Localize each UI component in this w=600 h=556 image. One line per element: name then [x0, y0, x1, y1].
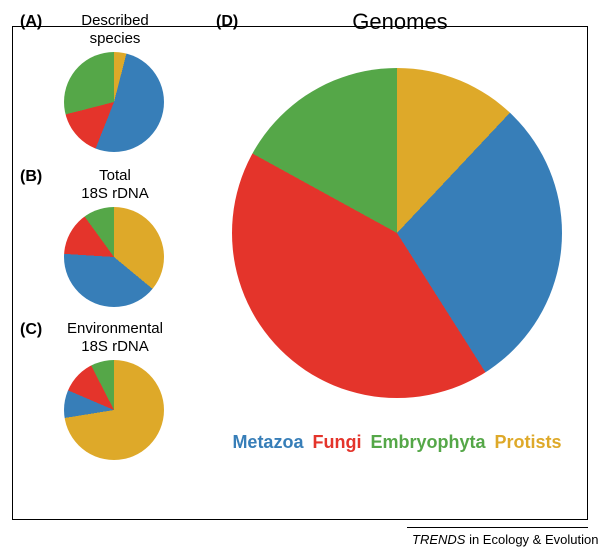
legend-item-fungi: Fungi: [310, 432, 363, 452]
panel-title-d: Genomes: [300, 9, 500, 34]
pie-genomes: [232, 68, 562, 398]
panel-letter-b: (B): [20, 168, 42, 186]
legend-item-embryophyta: Embryophyta: [368, 432, 487, 452]
credit-rest: in Ecology & Evolution: [465, 532, 598, 547]
panel-title-a-line1: Described: [81, 12, 149, 29]
pie-total-18s-rdna: [64, 207, 164, 307]
panel-letter-c: (C): [20, 321, 42, 339]
legend-item-protists: Protists: [493, 432, 564, 452]
panel-title-b: Total 18S rDNA: [55, 167, 175, 204]
panel-title-b-line1: Total: [99, 167, 131, 184]
panel-title-a: Described species: [55, 12, 175, 49]
legend-item-metazoa: Metazoa: [230, 432, 305, 452]
panel-letter-a: (A): [20, 13, 42, 31]
panel-title-d-line1: Genomes: [352, 9, 447, 34]
panel-letter-d: (D): [216, 13, 238, 31]
credit-prefix: TRENDS: [412, 532, 465, 547]
pie-environmental-18s-rdna: [64, 360, 164, 460]
legend: Metazoa Fungi Embryophyta Protists: [222, 432, 572, 453]
panel-title-b-line2: 18S rDNA: [81, 185, 149, 202]
credit-separator: [407, 527, 588, 528]
panel-title-a-line2: species: [90, 30, 141, 47]
credit-line: TRENDS in Ecology & Evolution: [412, 532, 598, 547]
panel-title-c-line2: 18S rDNA: [81, 338, 149, 355]
figure: (A) Described species (B) Total 18S rDNA…: [0, 0, 600, 556]
panel-title-c: Environmental 18S rDNA: [48, 320, 182, 357]
panel-title-c-line1: Environmental: [67, 320, 163, 337]
pie-described-species: [64, 52, 164, 152]
